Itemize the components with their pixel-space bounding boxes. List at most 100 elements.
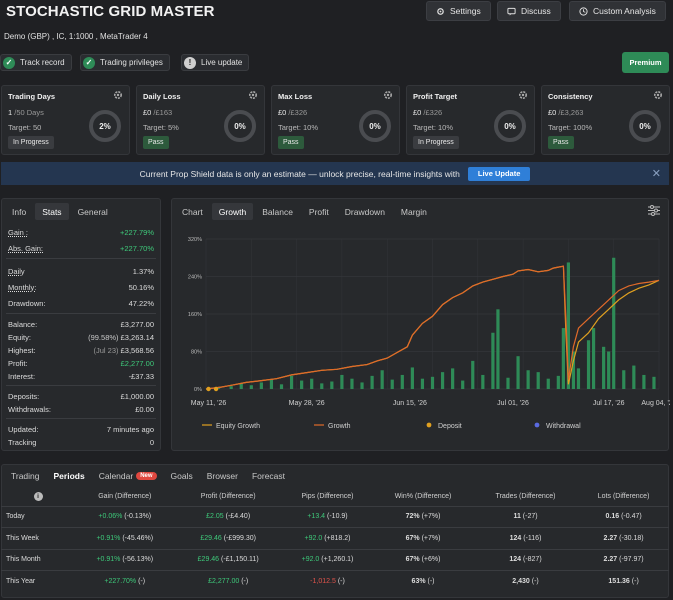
table-row: Today +0.06% (-0.13%) £2.05 (-£4.40) +13.4 … (1, 505, 669, 528)
tab-growth[interactable]: Growth (211, 203, 254, 220)
trading-privileges-pill[interactable]: ✓ Trading privileges (80, 54, 170, 71)
tab-goals[interactable]: Goals (170, 471, 193, 481)
gear-icon[interactable] (518, 90, 528, 100)
legend-label: Growth (328, 423, 351, 430)
premium-button[interactable]: Premium (622, 52, 669, 73)
discuss-label: Discuss (521, 6, 551, 16)
card-title: Trading Days (8, 92, 56, 101)
bar (607, 351, 611, 389)
bar (410, 367, 414, 389)
gear-icon[interactable] (113, 90, 123, 100)
filter-icon[interactable] (648, 205, 660, 216)
bar (289, 375, 294, 389)
tab-info[interactable]: Info (12, 206, 27, 217)
bar (279, 384, 284, 389)
tab-stats[interactable]: Stats (35, 203, 69, 220)
tab-browser[interactable]: Browser (206, 471, 238, 481)
tab-margin[interactable]: Margin (400, 206, 427, 217)
bar (310, 378, 314, 389)
legend-label: Withdrawal (546, 423, 581, 430)
stat-deposits: Deposits: £1,000.00 (8, 392, 154, 401)
cell-trades: 11 (-27) (472, 505, 579, 528)
y-tick-label: 160% (188, 312, 202, 318)
custom-analysis-label: Custom Analysis (593, 6, 656, 16)
card-value: £0 /£326 (278, 108, 308, 117)
card-value: 1 /50 Days (8, 108, 44, 117)
gear-icon[interactable] (248, 90, 258, 100)
x-tick-label: Jun 15, '26 (393, 400, 427, 407)
cell-win: 63% (-) (373, 570, 473, 592)
status-badge: In Progress (413, 136, 459, 149)
bar (269, 379, 274, 389)
close-icon[interactable]: ✕ (651, 168, 661, 180)
page-title: STOCHASTIC GRID MASTER (6, 3, 215, 20)
tab-balance[interactable]: Balance (262, 206, 293, 217)
table-row: This Year +227.70% (-) £2,277.00 (-) -1,012… (1, 570, 669, 592)
bar (320, 383, 324, 389)
gear-icon[interactable] (383, 90, 393, 100)
stat-gain: Gain : +227.79% (8, 228, 154, 237)
bar (370, 375, 374, 389)
card-target: Target: 10% (413, 123, 454, 132)
discuss-button[interactable]: Discuss (497, 1, 561, 21)
cell-win: 67% (+6%) (373, 548, 473, 571)
col-profit: Profit (Difference) (200, 492, 256, 500)
period-label: Today (1, 505, 75, 528)
tab-profit[interactable]: Profit (308, 206, 329, 217)
tab-calendar[interactable]: Calendar New (92, 467, 164, 485)
tab-forecast[interactable]: Forecast (251, 471, 286, 481)
tab-general[interactable]: General (77, 206, 108, 217)
stat-abs-gain: Abs. Gain: +227.70% (8, 244, 154, 253)
info-icon[interactable]: i (33, 491, 43, 501)
tab-drawdown[interactable]: Drawdown (344, 206, 385, 217)
deposit-point (206, 386, 211, 392)
x-tick-label: Jul 01, '26 (497, 400, 529, 407)
card-target: Target: 100% (548, 123, 593, 132)
bar (506, 377, 510, 389)
cell-profit: £2,277.00 (-) (174, 570, 282, 592)
svg-text:0%: 0% (504, 122, 516, 131)
bar (330, 381, 334, 389)
stat-monthly: Monthly: 50.16% (8, 283, 154, 292)
track-record-pill[interactable]: ✓ Track record (0, 54, 72, 71)
cell-trades: 124 (-116) (472, 527, 579, 549)
live-update-pill[interactable]: ! Live update (181, 54, 250, 71)
bar (571, 351, 576, 389)
stat-daily: Daily 1.37% (8, 267, 154, 276)
stat-profit: Profit: £2,277.00 (8, 359, 154, 368)
card-target: Target: 10% (278, 123, 319, 132)
period-label: This Week (1, 527, 75, 549)
x-tick-label: Aug 04, '26 (641, 400, 670, 407)
cell-win: 67% (+7%) (373, 527, 473, 549)
cell-win: 72% (+7%) (373, 505, 473, 528)
chart-panel: Chart Growth Balance Profit Drawdown Mar… (171, 198, 670, 451)
tab-periods[interactable]: Periods (53, 471, 85, 481)
growth-line (205, 265, 660, 390)
col-win: Win% (Difference) (394, 492, 452, 500)
bar (350, 378, 354, 389)
status-badge: In Progress (8, 136, 54, 149)
cell-pips: +92.0 (+818.2) (281, 527, 374, 549)
settings-button[interactable]: Settings (426, 1, 491, 21)
legend-swatch (534, 422, 540, 428)
live-update-button[interactable]: Live Update (467, 166, 531, 181)
tab-chart[interactable]: Chart (182, 206, 203, 217)
cell-lots: 0.16 (-0.47) (578, 505, 669, 528)
bar (390, 379, 394, 389)
custom-analysis-button[interactable]: Custom Analysis (569, 1, 666, 21)
col-gain: Gain (Difference) (98, 492, 152, 500)
trading-privileges-label: Trading privileges (100, 58, 163, 67)
period-label: This Year (1, 570, 75, 592)
bar (360, 382, 364, 389)
bar (259, 382, 263, 389)
gear-icon[interactable] (653, 90, 663, 100)
calendar-label: Calendar (98, 471, 134, 481)
tab-trading[interactable]: Trading (11, 471, 40, 481)
cell-lots: 2.27 (-97.97) (578, 548, 669, 571)
bar (556, 375, 560, 389)
bar (461, 380, 465, 389)
live-update-label: Live update (201, 58, 243, 67)
table-row: This Month +0.91% (-56.13%) £29.46 (-£1,15… (1, 548, 669, 571)
bar (591, 328, 596, 389)
svg-text:2%: 2% (99, 122, 111, 131)
